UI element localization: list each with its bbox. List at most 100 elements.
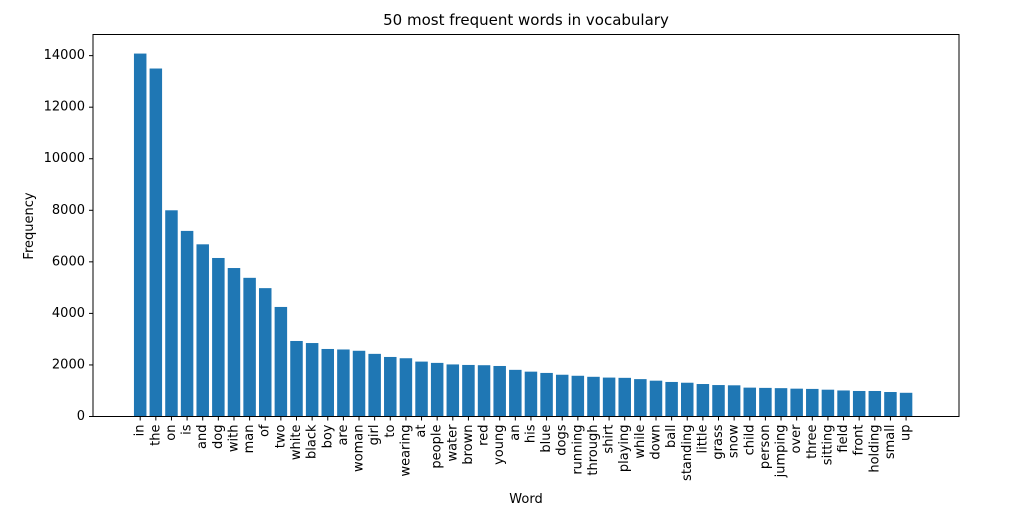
x-tick-label: and [195, 425, 210, 449]
y-axis-label: Frequency [22, 192, 37, 259]
x-tick-label: white [289, 425, 304, 461]
bar-water [446, 364, 460, 417]
x-tick-label: brown [461, 425, 476, 465]
bar-running [571, 375, 585, 417]
x-tick-label: an [508, 425, 523, 441]
bar-three [806, 388, 819, 417]
y-tick-label: 12000 [44, 100, 85, 115]
x-tick-label: three [805, 425, 820, 459]
x-tick-label: up [899, 425, 914, 442]
bar-his [524, 371, 538, 417]
x-tick-label: girl [367, 425, 382, 446]
x-tick-label: standing [680, 425, 695, 481]
bar-people [430, 362, 444, 417]
y-tick-label: 2000 [52, 357, 85, 372]
bars-group [133, 53, 913, 417]
x-tick-label: snow [727, 424, 742, 458]
x-tick-label: man [242, 425, 257, 454]
bar-with [227, 268, 241, 417]
bar-dogs [555, 374, 569, 417]
bar-snow [727, 385, 741, 417]
bar-at [415, 361, 428, 417]
x-tick-label: ball [664, 425, 679, 448]
y-tick-label: 6000 [52, 254, 85, 269]
y-axis: 0 2000 4000 6000 8000 10000 12000 14000 [44, 48, 93, 424]
bar-while [634, 379, 647, 417]
bar-white [290, 340, 303, 417]
x-tick-label: child [742, 425, 757, 456]
x-tick-label: playing [617, 425, 632, 473]
bar-wearing [399, 358, 413, 417]
bar-girl [368, 353, 381, 417]
bar-woman [352, 350, 366, 417]
x-tick-label: in [133, 425, 148, 437]
x-tick-label: young [492, 425, 507, 465]
bar-small [884, 392, 897, 417]
x-tick-label: jumping [774, 425, 789, 479]
x-tick-label: on [164, 425, 179, 441]
x-tick-label: small [883, 425, 898, 460]
x-tick-label: are [336, 425, 351, 446]
bar-the [149, 68, 163, 417]
y-tick-label: 10000 [44, 151, 85, 166]
bar-jumping [774, 388, 788, 417]
y-tick-label: 0 [77, 409, 85, 424]
y-tick-label: 4000 [52, 306, 85, 321]
x-tick-label: running [570, 425, 585, 475]
bar-on [165, 210, 178, 417]
x-tick-label: shirt [602, 425, 617, 454]
x-tick-label: is [180, 424, 195, 435]
x-tick-label: red [477, 425, 492, 446]
bar-blue [540, 372, 553, 417]
x-tick-label: the [148, 425, 163, 446]
x-tick-label: front [852, 425, 867, 456]
x-tick-label: two [273, 424, 288, 448]
bar-playing [618, 377, 631, 417]
chart-title: 50 most frequent words in vocabulary [383, 11, 669, 29]
x-tick-label: water [445, 424, 460, 462]
bar-grass [712, 385, 725, 417]
x-tick-label: holding [867, 425, 882, 473]
bar-in [133, 53, 147, 417]
bar-ball [665, 381, 678, 417]
x-axis-label: Word [509, 492, 542, 507]
bar-front [852, 390, 866, 417]
bar-sitting [821, 389, 835, 417]
x-tick-label: over [789, 424, 804, 454]
x-tick-label: of [258, 424, 273, 437]
bar-through [587, 376, 600, 417]
bar-dog [212, 257, 225, 417]
bar-an [509, 369, 522, 417]
x-tick-label: people [430, 425, 445, 469]
bar-standing [681, 382, 694, 417]
x-tick-label: his [523, 424, 538, 443]
x-tick-label: down [648, 425, 663, 460]
x-tick-label: blue [539, 425, 554, 453]
x-tick-label: wearing [398, 425, 413, 477]
bar-to [384, 356, 397, 417]
x-tick-label: field [836, 425, 851, 453]
x-tick-label: little [695, 425, 710, 454]
bar-over [790, 388, 803, 417]
bar-person [759, 387, 772, 417]
bar-and [196, 244, 209, 417]
bar-black [305, 343, 319, 417]
x-tick-label: person [758, 425, 773, 470]
bar-are [337, 349, 350, 417]
bar-brown [462, 364, 475, 417]
x-tick-label: through [586, 425, 601, 476]
x-axis: in the on is and dog with man of two white black boy… [133, 416, 914, 481]
bar-young [493, 365, 506, 417]
bar-of [258, 288, 272, 417]
bar-red [477, 365, 491, 417]
bar-is [180, 230, 194, 417]
bar-field [837, 390, 850, 417]
y-tick-label: 8000 [52, 203, 85, 218]
x-tick-label: black [305, 424, 320, 459]
bar-down [649, 380, 663, 417]
x-tick-label: with [226, 425, 241, 453]
x-tick-label: dog [211, 425, 226, 449]
bar-holding [868, 390, 882, 417]
x-tick-label: dogs [555, 424, 570, 455]
